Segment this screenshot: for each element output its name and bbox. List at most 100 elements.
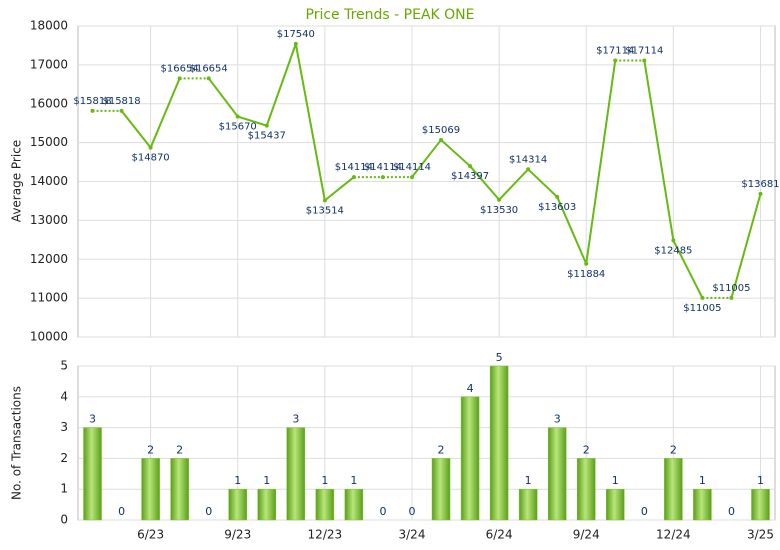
point [584, 261, 589, 266]
data-label: 4 [467, 382, 474, 395]
point [409, 175, 414, 180]
line-segment [556, 196, 588, 265]
y-tick-label: 0 [60, 513, 68, 527]
bar [257, 488, 277, 521]
data-label: 0 [205, 505, 212, 518]
data-label: 1 [612, 474, 619, 487]
x-tick-label: 3/24 [399, 528, 426, 542]
line-segment [672, 239, 704, 299]
line-segment [440, 139, 471, 167]
data-label: $17540 [277, 29, 315, 40]
data-label: 0 [379, 505, 386, 518]
y-tick-label: 12000 [30, 252, 68, 266]
point [206, 76, 211, 81]
line-segment [643, 60, 675, 241]
y-tick-label: 1 [60, 482, 68, 496]
data-label: $17114 [596, 45, 634, 56]
bar [460, 396, 480, 521]
data-label: $11005 [712, 283, 750, 294]
data-label: 0 [728, 505, 735, 518]
y-tick-label: 13000 [30, 213, 68, 227]
y-tick-label: 11000 [30, 291, 68, 305]
point [497, 197, 502, 202]
bar [751, 488, 770, 521]
point [613, 58, 618, 63]
bar [141, 458, 160, 521]
data-label: 2 [176, 443, 183, 456]
data-label: $17114 [625, 45, 663, 56]
data-label: 1 [234, 474, 241, 487]
data-label: $14314 [509, 154, 547, 165]
point [526, 167, 531, 172]
data-label: $15069 [422, 125, 460, 136]
y-tick-label: 10000 [30, 330, 68, 344]
line-segment [498, 168, 529, 201]
point [177, 76, 182, 81]
data-label: 1 [757, 474, 764, 487]
data-label: $12485 [654, 245, 692, 256]
line-segment [207, 77, 239, 118]
data-label: $11005 [683, 303, 721, 314]
bar [344, 488, 364, 521]
line-segment [585, 60, 617, 264]
data-label: $16654 [161, 63, 199, 74]
point [235, 114, 240, 119]
data-label: $15670 [219, 122, 257, 133]
data-label: 1 [263, 474, 270, 487]
line-segment [411, 139, 442, 178]
line-segment [237, 115, 268, 127]
x-tick-label: 12/23 [308, 528, 343, 542]
data-label: $14397 [451, 171, 489, 182]
bar [286, 427, 306, 521]
point [380, 175, 385, 180]
line-segment [120, 110, 152, 149]
y-tick-label: 5 [60, 359, 68, 373]
bar [315, 488, 335, 521]
x-tick-label: 9/23 [224, 528, 251, 542]
point [700, 295, 705, 300]
data-label: 5 [496, 351, 503, 364]
data-label: $16654 [190, 63, 228, 74]
point [119, 108, 124, 113]
y-tick-label: 17000 [30, 57, 68, 71]
data-label: 3 [89, 413, 96, 426]
y-tick-label: 4 [60, 389, 68, 403]
data-label: $14114 [393, 162, 431, 173]
point [758, 191, 763, 196]
line-segment [527, 168, 558, 198]
y-tick-label: 15000 [30, 135, 68, 149]
bar [431, 458, 451, 521]
bar [693, 488, 712, 521]
bar [489, 365, 509, 521]
point [322, 198, 327, 203]
line-segment [149, 77, 181, 149]
line-segment [265, 43, 297, 126]
point [293, 41, 298, 46]
data-label: 0 [408, 505, 415, 518]
bar [83, 427, 102, 521]
data-label: 1 [525, 474, 532, 487]
line-segment [730, 193, 762, 299]
x-tick-label: 6/23 [137, 528, 164, 542]
chart-title: Price Trends - PEAK ONE [306, 7, 475, 23]
line-segment [324, 176, 355, 202]
point [351, 175, 356, 180]
data-label: $15437 [248, 131, 286, 142]
point [729, 295, 734, 300]
bar [547, 427, 567, 521]
data-label: 2 [438, 443, 445, 456]
data-label: 0 [641, 505, 648, 518]
data-label: 1 [321, 474, 328, 487]
line-segment [469, 165, 500, 201]
data-label: $15818 [102, 96, 140, 107]
data-label: 1 [699, 474, 706, 487]
point [468, 164, 473, 169]
point [264, 123, 269, 128]
point [642, 58, 647, 63]
data-label: 3 [554, 413, 561, 426]
data-label: $14114 [364, 162, 402, 173]
data-label: 2 [147, 443, 154, 456]
data-label: 2 [670, 443, 677, 456]
point [90, 108, 95, 113]
